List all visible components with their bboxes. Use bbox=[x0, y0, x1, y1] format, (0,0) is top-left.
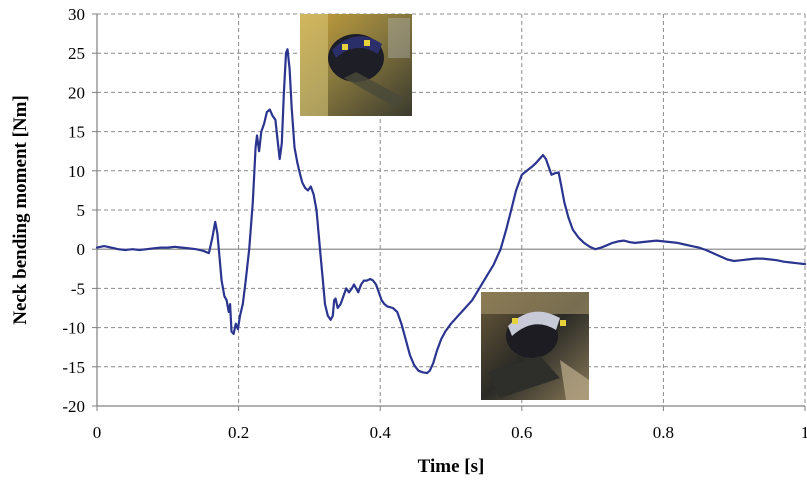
inset-photo-lower bbox=[481, 292, 589, 400]
x-tick-labels: 0 0.2 0.4 0.6 0.8 1 bbox=[93, 406, 807, 442]
y-tick-label: 20 bbox=[68, 83, 85, 102]
y-tick-label: 15 bbox=[68, 123, 85, 142]
y-tick-label: 10 bbox=[68, 162, 85, 181]
x-tick-label: 0.6 bbox=[511, 423, 532, 442]
y-tick-label: 0 bbox=[77, 240, 86, 259]
series-line bbox=[95, 48, 807, 375]
y-tick-label: -5 bbox=[71, 279, 85, 298]
x-tick-label: 0.2 bbox=[228, 423, 249, 442]
y-tick-label: -15 bbox=[62, 358, 85, 377]
grid-lines bbox=[97, 13, 806, 407]
x-axis-title: Time [s] bbox=[418, 456, 485, 477]
y-tick-labels: -20 -15 -10 -5 0 5 10 15 20 25 30 bbox=[62, 5, 97, 416]
x-tick-label: 0.8 bbox=[653, 423, 674, 442]
y-tick-label: -10 bbox=[62, 319, 85, 338]
y-tick-label: 25 bbox=[68, 44, 85, 63]
y-tick-label: 5 bbox=[77, 201, 86, 220]
y-axis-title: Neck bending moment [Nm] bbox=[10, 95, 31, 325]
y-tick-label: 30 bbox=[68, 5, 85, 24]
series-layer bbox=[95, 48, 807, 375]
x-tick-label: 0.4 bbox=[370, 423, 392, 442]
y-tick-label: -20 bbox=[62, 397, 85, 416]
x-tick-label: 0 bbox=[93, 423, 102, 442]
x-tick-label: 1 bbox=[801, 423, 807, 442]
inset-photo-upper bbox=[300, 14, 412, 116]
